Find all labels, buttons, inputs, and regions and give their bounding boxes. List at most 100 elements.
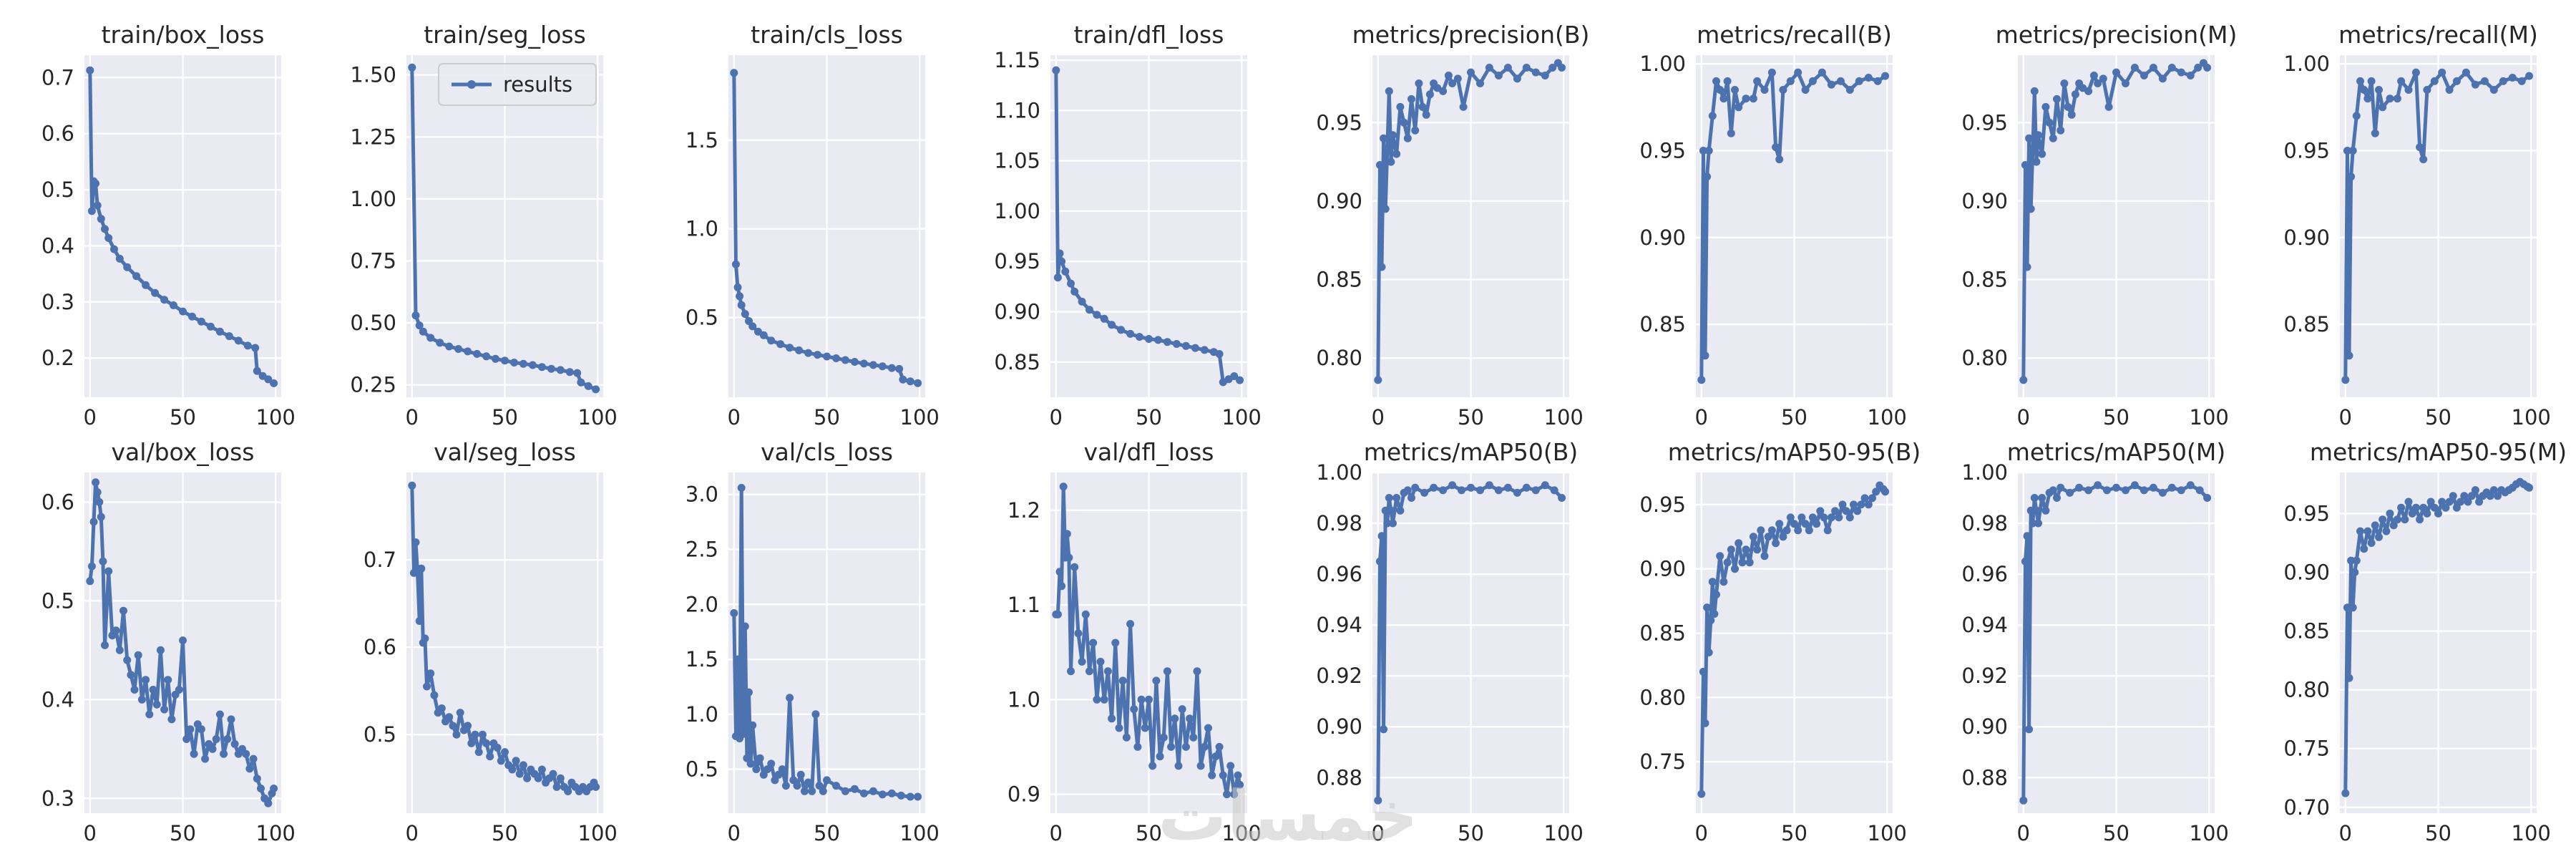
data-point bbox=[1385, 494, 1393, 502]
y-tick-label: 3.0 bbox=[686, 482, 718, 507]
data-point bbox=[2149, 483, 2157, 492]
data-point bbox=[2140, 486, 2148, 495]
data-point bbox=[421, 634, 429, 643]
data-point bbox=[1531, 486, 1540, 495]
data-point bbox=[1868, 494, 1876, 503]
data-point bbox=[1707, 616, 1715, 625]
data-point bbox=[1845, 86, 1854, 94]
data-point bbox=[789, 776, 798, 785]
y-tick-label: 0.4 bbox=[42, 687, 74, 712]
data-point bbox=[2167, 483, 2176, 492]
data-point bbox=[1191, 344, 1199, 352]
data-point bbox=[1058, 582, 1066, 591]
data-point bbox=[814, 351, 821, 359]
data-point bbox=[800, 787, 809, 795]
data-point bbox=[1374, 376, 1382, 384]
data-point bbox=[1204, 724, 1212, 732]
data-point bbox=[1148, 762, 1157, 770]
x-tick-label: 100 bbox=[2512, 821, 2551, 845]
data-point bbox=[2019, 796, 2028, 805]
data-point bbox=[92, 478, 100, 487]
data-point bbox=[1503, 483, 1512, 492]
data-point bbox=[1396, 506, 1405, 515]
data-point bbox=[1757, 526, 1765, 535]
x-tick-label: 100 bbox=[1222, 821, 1262, 845]
data-point bbox=[1805, 526, 1813, 535]
data-point bbox=[1779, 86, 1787, 94]
data-point bbox=[811, 710, 820, 719]
data-point bbox=[464, 347, 472, 356]
y-tick-label: 1.00 bbox=[1316, 460, 1362, 485]
data-point bbox=[411, 538, 420, 547]
data-point bbox=[2049, 486, 2057, 495]
data-point bbox=[748, 721, 757, 729]
data-point bbox=[1697, 790, 1706, 798]
data-point bbox=[1881, 487, 1890, 496]
data-point bbox=[552, 782, 561, 791]
y-tick-label: 0.85 bbox=[994, 350, 1040, 374]
y-tick-label: 1.00 bbox=[2283, 52, 2330, 76]
data-point bbox=[1857, 500, 1865, 509]
data-point bbox=[464, 722, 472, 730]
data-point bbox=[1403, 486, 1412, 495]
data-point bbox=[234, 336, 243, 345]
data-point bbox=[1716, 86, 1724, 94]
data-point bbox=[748, 322, 757, 331]
data-point bbox=[1760, 86, 1769, 94]
y-tick-label: 1.5 bbox=[686, 647, 718, 671]
legend-marker bbox=[467, 80, 476, 89]
y-tick-label: 0.95 bbox=[1961, 110, 2008, 135]
data-point bbox=[2041, 102, 2050, 111]
data-point bbox=[1053, 273, 1062, 282]
x-tick-label: 100 bbox=[900, 821, 940, 845]
y-tick-label: 0.5 bbox=[42, 178, 74, 202]
data-point bbox=[869, 787, 877, 795]
y-tick-label: 1.00 bbox=[994, 199, 1040, 223]
data-point bbox=[2356, 77, 2364, 85]
data-point bbox=[819, 787, 827, 795]
y-tick-label: 0.5 bbox=[42, 588, 74, 613]
data-point bbox=[887, 364, 896, 372]
data-point bbox=[906, 377, 914, 386]
data-point bbox=[1558, 64, 1566, 72]
subplot-title: metrics/mAP50(B) bbox=[1364, 438, 1579, 466]
y-tick-label: 1.0 bbox=[1008, 687, 1040, 712]
data-point bbox=[220, 749, 228, 758]
data-point bbox=[832, 354, 840, 362]
y-tick-label: 0.70 bbox=[2283, 795, 2330, 820]
data-point bbox=[1100, 314, 1108, 323]
data-point bbox=[2430, 503, 2439, 512]
subplot-title: metrics/mAP50(M) bbox=[2007, 438, 2225, 466]
data-point bbox=[1141, 724, 1149, 732]
data-point bbox=[1411, 126, 1420, 135]
x-tick-label: 0 bbox=[1372, 405, 1385, 430]
data-point bbox=[1074, 629, 1083, 638]
data-point bbox=[2408, 509, 2416, 518]
data-point bbox=[2084, 486, 2093, 495]
data-point bbox=[1850, 500, 1858, 509]
data-point bbox=[1735, 539, 1743, 548]
data-point bbox=[452, 730, 461, 739]
data-point bbox=[1786, 513, 1795, 522]
data-point bbox=[1842, 507, 1850, 515]
data-point bbox=[99, 557, 107, 566]
data-point bbox=[1186, 714, 1194, 723]
data-point bbox=[1753, 545, 1762, 554]
data-point bbox=[257, 785, 265, 792]
data-point bbox=[208, 744, 217, 753]
x-tick-label: 100 bbox=[2512, 405, 2551, 430]
data-point bbox=[786, 344, 794, 352]
data-point bbox=[1458, 486, 1465, 495]
data-point bbox=[2371, 521, 2379, 530]
data-point bbox=[97, 215, 105, 223]
data-point bbox=[2475, 498, 2484, 506]
data-point bbox=[759, 770, 768, 779]
data-point bbox=[519, 761, 527, 770]
x-tick-label: 50 bbox=[1458, 405, 1484, 430]
data-point bbox=[1418, 102, 1427, 111]
data-point bbox=[547, 364, 555, 373]
data-point bbox=[2067, 110, 2076, 119]
data-point bbox=[1058, 257, 1066, 266]
data-point bbox=[850, 358, 859, 366]
x-tick-label: 100 bbox=[578, 405, 618, 430]
